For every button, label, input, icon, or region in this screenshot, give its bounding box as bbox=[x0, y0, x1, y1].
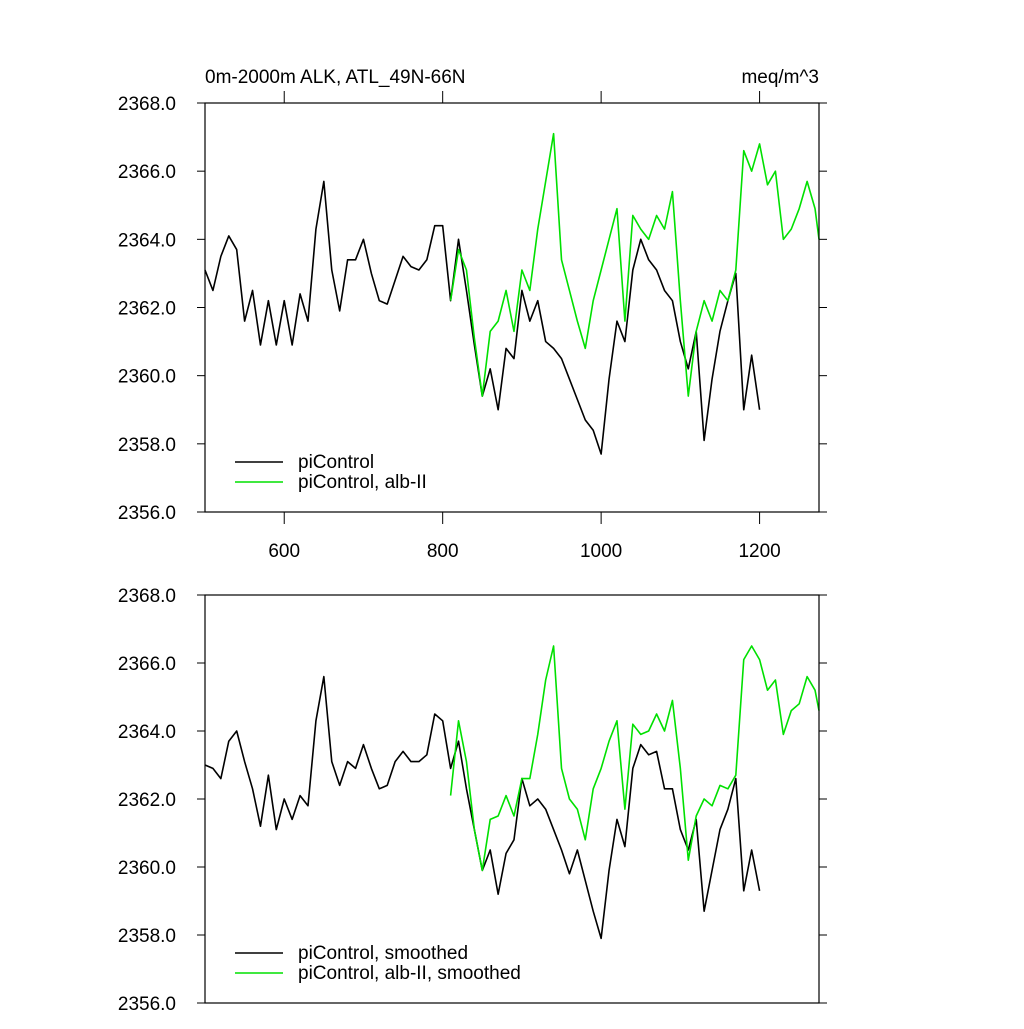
x-tick-label: 1200 bbox=[738, 541, 780, 562]
y-tick-label: 2366.0 bbox=[118, 162, 176, 183]
y-tick-label: 2356.0 bbox=[118, 994, 176, 1015]
y-tick-label: 2360.0 bbox=[118, 367, 176, 388]
data-line bbox=[449, 132, 820, 397]
y-tick-label: 2360.0 bbox=[118, 858, 176, 879]
x-tick-label: 1000 bbox=[580, 541, 622, 562]
legend-label: piControl, smoothed bbox=[298, 943, 468, 964]
y-tick-label: 2356.0 bbox=[118, 503, 176, 524]
y-tick-label: 2358.0 bbox=[118, 926, 176, 947]
x-tick-label: 600 bbox=[268, 541, 300, 562]
y-tick-label: 2366.0 bbox=[118, 654, 176, 675]
legend-label: piControl, alb-II bbox=[298, 472, 427, 493]
chart-title: 0m-2000m ALK, ATL_49N-66N bbox=[205, 67, 466, 88]
y-tick-label: 2368.0 bbox=[118, 586, 176, 607]
plot-frame bbox=[204, 102, 820, 513]
y-tick-label: 2368.0 bbox=[118, 94, 176, 115]
data-line bbox=[204, 180, 761, 455]
y-tick-label: 2364.0 bbox=[118, 230, 176, 251]
legend-label: piControl bbox=[298, 452, 374, 473]
y-tick-label: 2362.0 bbox=[118, 790, 176, 811]
legend-label: piControl, alb-II, smoothed bbox=[298, 963, 521, 984]
data-line bbox=[449, 645, 820, 872]
units-label: meq/m^3 bbox=[741, 67, 819, 88]
y-tick-label: 2362.0 bbox=[118, 299, 176, 320]
x-tick-label: 800 bbox=[427, 541, 459, 562]
y-tick-label: 2364.0 bbox=[118, 722, 176, 743]
data-line bbox=[204, 675, 761, 940]
y-tick-label: 2358.0 bbox=[118, 435, 176, 456]
plot-frame bbox=[204, 594, 820, 1004]
